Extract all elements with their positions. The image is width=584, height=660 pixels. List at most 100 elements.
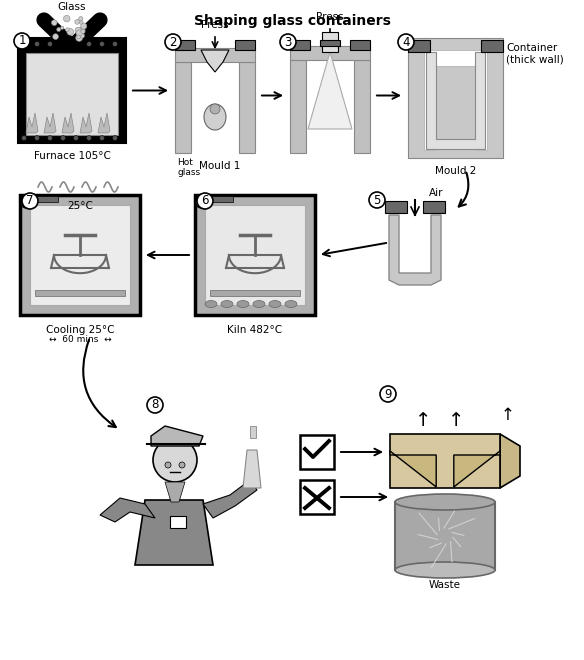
Ellipse shape	[205, 300, 217, 308]
Text: 6: 6	[201, 195, 208, 207]
Polygon shape	[203, 480, 257, 518]
Bar	[250, 426, 256, 438]
Circle shape	[165, 462, 171, 468]
Circle shape	[75, 27, 81, 34]
Circle shape	[75, 20, 79, 24]
Polygon shape	[243, 450, 261, 488]
Bar	[300, 480, 334, 514]
Circle shape	[64, 15, 70, 22]
Circle shape	[74, 42, 78, 46]
Text: Hot
glass: Hot glass	[177, 158, 200, 178]
Bar	[350, 40, 370, 50]
Circle shape	[81, 30, 85, 34]
Circle shape	[86, 135, 92, 141]
Bar	[385, 201, 407, 213]
Text: ↑: ↑	[448, 411, 464, 430]
Bar	[290, 60, 306, 153]
Bar	[210, 290, 300, 296]
Circle shape	[53, 34, 58, 40]
Text: ↑: ↑	[415, 411, 431, 430]
Text: Kiln 482°C: Kiln 482°C	[227, 325, 283, 335]
Bar	[395, 502, 495, 570]
Text: Press: Press	[201, 20, 229, 30]
Text: 9: 9	[384, 387, 392, 401]
Text: 4: 4	[402, 36, 410, 48]
Text: ↑: ↑	[501, 407, 515, 424]
Text: Air: Air	[429, 188, 443, 198]
Bar	[18, 38, 126, 143]
Circle shape	[113, 42, 117, 46]
Bar	[290, 46, 370, 60]
Text: Shaping glass containers: Shaping glass containers	[193, 14, 391, 28]
Polygon shape	[389, 215, 441, 285]
Text: 8: 8	[151, 399, 159, 411]
Text: ↔  60 mins  ↔: ↔ 60 mins ↔	[48, 335, 112, 344]
Ellipse shape	[221, 300, 233, 308]
Text: 2: 2	[169, 36, 177, 48]
Bar	[170, 516, 186, 528]
Polygon shape	[26, 113, 38, 133]
Ellipse shape	[204, 104, 226, 130]
Circle shape	[21, 198, 31, 208]
Circle shape	[280, 34, 296, 50]
Bar	[300, 435, 334, 469]
Ellipse shape	[285, 300, 297, 308]
Ellipse shape	[269, 300, 281, 308]
Circle shape	[61, 42, 65, 46]
Circle shape	[79, 16, 83, 21]
Bar	[423, 201, 445, 213]
Circle shape	[153, 438, 197, 482]
Bar	[30, 196, 58, 202]
Polygon shape	[165, 482, 185, 502]
Text: Container
(thick wall): Container (thick wall)	[506, 43, 564, 65]
Bar	[175, 62, 191, 153]
Polygon shape	[201, 50, 229, 72]
Bar	[239, 62, 255, 153]
Ellipse shape	[237, 300, 249, 308]
Polygon shape	[454, 451, 500, 487]
Bar	[30, 205, 130, 305]
Bar	[35, 290, 125, 296]
Circle shape	[210, 104, 220, 114]
Polygon shape	[100, 498, 155, 522]
Text: 5: 5	[373, 193, 381, 207]
Circle shape	[47, 135, 53, 141]
Circle shape	[77, 35, 81, 39]
Circle shape	[369, 192, 385, 208]
Circle shape	[398, 34, 414, 50]
Polygon shape	[426, 52, 485, 149]
Polygon shape	[424, 50, 487, 150]
Circle shape	[76, 34, 82, 42]
Circle shape	[79, 27, 85, 34]
Circle shape	[197, 193, 213, 209]
Polygon shape	[308, 52, 352, 129]
Circle shape	[34, 135, 40, 141]
Ellipse shape	[395, 562, 495, 578]
Polygon shape	[44, 113, 56, 133]
Bar	[322, 32, 338, 52]
Text: 25°C: 25°C	[67, 201, 93, 211]
Polygon shape	[80, 113, 92, 133]
Polygon shape	[62, 113, 74, 133]
Circle shape	[47, 42, 53, 46]
Bar	[290, 40, 310, 50]
Text: Cooling 25°C: Cooling 25°C	[46, 325, 114, 335]
Circle shape	[61, 135, 65, 141]
Bar	[481, 40, 503, 52]
Bar	[235, 40, 255, 50]
Circle shape	[113, 135, 117, 141]
Circle shape	[99, 135, 105, 141]
Text: Mould 1: Mould 1	[199, 161, 241, 171]
Text: 1: 1	[18, 34, 26, 48]
Circle shape	[196, 198, 206, 208]
Bar	[408, 40, 430, 52]
Circle shape	[34, 42, 40, 46]
Polygon shape	[390, 451, 436, 487]
Bar	[26, 53, 118, 135]
Text: 3: 3	[284, 36, 291, 48]
Circle shape	[380, 386, 396, 402]
Circle shape	[14, 33, 30, 49]
Circle shape	[67, 28, 74, 35]
Circle shape	[79, 33, 85, 38]
Bar	[354, 60, 370, 153]
